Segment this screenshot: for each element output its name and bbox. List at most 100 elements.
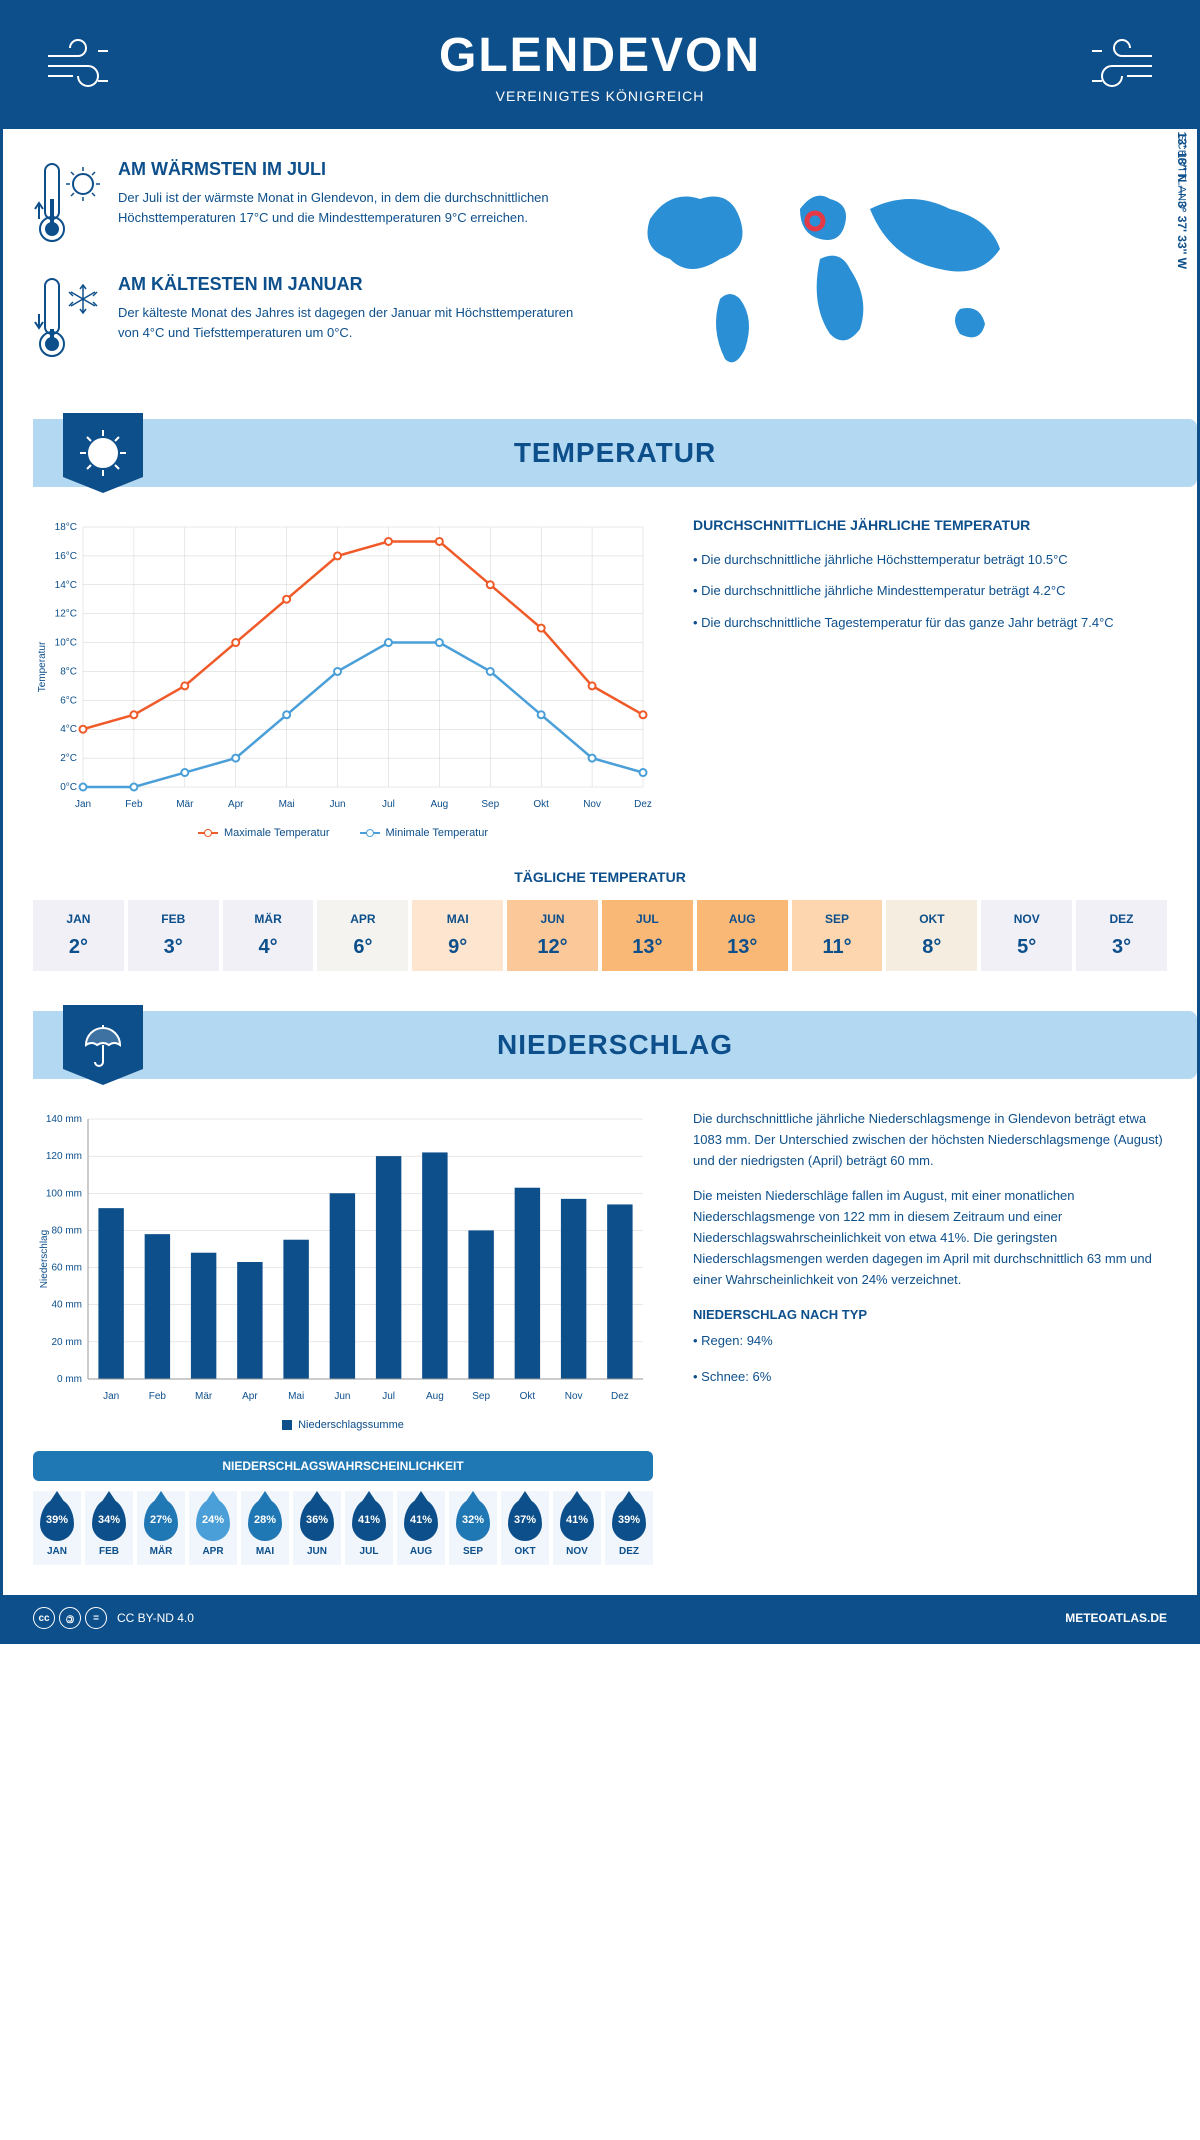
site-name: METEOATLAS.DE: [1065, 1611, 1167, 1625]
svg-text:0°C: 0°C: [60, 782, 77, 793]
svg-text:Jan: Jan: [103, 1391, 119, 1402]
svg-text:Jul: Jul: [382, 799, 395, 810]
svg-text:Mär: Mär: [176, 799, 194, 810]
probability-cell: 39%DEZ: [605, 1491, 653, 1565]
probability-cell: 37%OKT: [501, 1491, 549, 1565]
daily-temp-cell: OKT8°: [886, 900, 977, 971]
thermometer-sun-icon: [33, 159, 103, 249]
probability-title: NIEDERSCHLAGSWAHRSCHEINLICHKEIT: [33, 1451, 653, 1481]
svg-text:140 mm: 140 mm: [46, 1114, 82, 1125]
svg-text:120 mm: 120 mm: [46, 1151, 82, 1162]
legend-precip: Niederschlagssumme: [282, 1419, 404, 1431]
wind-icon: [1077, 36, 1157, 96]
location-title: GLENDEVON: [3, 28, 1197, 83]
svg-text:6°C: 6°C: [60, 695, 77, 706]
probability-cell: 41%NOV: [553, 1491, 601, 1565]
svg-text:80 mm: 80 mm: [51, 1225, 82, 1236]
coldest-heading: AM KÄLTESTEN IM JANUAR: [118, 274, 580, 295]
svg-text:2°C: 2°C: [60, 753, 77, 764]
daily-temp-cell: MAI9°: [412, 900, 503, 971]
svg-text:Okt: Okt: [520, 1391, 536, 1402]
svg-text:0 mm: 0 mm: [57, 1374, 82, 1385]
svg-text:Nov: Nov: [565, 1391, 583, 1402]
temperature-banner: TEMPERATUR: [33, 419, 1197, 487]
svg-text:60 mm: 60 mm: [51, 1263, 82, 1274]
daily-temp-cell: JUL13°: [602, 900, 693, 971]
coldest-body: Der kälteste Monat des Jahres ist dagege…: [118, 303, 580, 342]
svg-text:Sep: Sep: [481, 799, 499, 810]
svg-text:18°C: 18°C: [55, 522, 77, 533]
svg-text:Mär: Mär: [195, 1391, 213, 1402]
precip-para: Die meisten Niederschläge fallen im Augu…: [693, 1186, 1167, 1290]
world-map: SCHOTTLAND 56° 13' 18'' N — 3° 37' 33'' …: [620, 159, 1167, 379]
daily-temp-cell: JAN2°: [33, 900, 124, 971]
precipitation-bar-chart: 0 mm 20 mm 40 mm 60 mm 80 mm 100 mm 120 mm 140 …: [33, 1109, 653, 1409]
svg-text:16°C: 16°C: [55, 551, 77, 562]
temp-bullet: • Die durchschnittliche jährliche Höchst…: [693, 548, 1167, 571]
probability-cell: 24%APR: [189, 1491, 237, 1565]
footer: cc🄯= CC BY-ND 4.0 METEOATLAS.DE: [3, 1595, 1197, 1641]
daily-temp-cell: NOV5°: [981, 900, 1072, 971]
svg-text:Mai: Mai: [279, 799, 295, 810]
svg-text:12°C: 12°C: [55, 609, 77, 620]
legend-min: Minimale Temperatur: [360, 827, 489, 839]
svg-text:Mai: Mai: [288, 1391, 304, 1402]
daily-temp-cell: MÄR4°: [223, 900, 314, 971]
svg-text:Jun: Jun: [334, 1391, 350, 1402]
daily-temp-title: TÄGLICHE TEMPERATUR: [33, 869, 1167, 885]
coordinates: 56° 13' 18'' N — 3° 37' 33'' W: [1175, 110, 1189, 269]
warmest-heading: AM WÄRMSTEN IM JULI: [118, 159, 580, 180]
svg-text:4°C: 4°C: [60, 724, 77, 735]
daily-temp-cell: APR6°: [317, 900, 408, 971]
svg-text:Aug: Aug: [430, 799, 448, 810]
precipitation-banner: NIEDERSCHLAG: [33, 1011, 1197, 1079]
sun-icon: [63, 413, 143, 493]
probability-grid: 39%JAN34%FEB27%MÄR24%APR28%MAI36%JUN41%J…: [33, 1491, 653, 1565]
precip-para: Die durchschnittliche jährliche Niedersc…: [693, 1109, 1167, 1171]
cc-icons: cc🄯=: [33, 1607, 107, 1629]
svg-text:40 mm: 40 mm: [51, 1300, 82, 1311]
probability-cell: 32%SEP: [449, 1491, 497, 1565]
probability-cell: 39%JAN: [33, 1491, 81, 1565]
probability-cell: 28%MAI: [241, 1491, 289, 1565]
svg-text:Okt: Okt: [533, 799, 549, 810]
daily-temp-cell: JUN12°: [507, 900, 598, 971]
svg-text:Jun: Jun: [329, 799, 345, 810]
svg-text:Jan: Jan: [75, 799, 91, 810]
svg-text:Sep: Sep: [472, 1391, 490, 1402]
probability-cell: 36%JUN: [293, 1491, 341, 1565]
svg-text:10°C: 10°C: [55, 638, 77, 649]
wind-icon: [43, 36, 123, 96]
svg-text:Apr: Apr: [228, 799, 244, 810]
warmest-body: Der Juli ist der wärmste Monat in Glende…: [118, 188, 580, 227]
svg-text:100 mm: 100 mm: [46, 1188, 82, 1199]
warmest-block: AM WÄRMSTEN IM JULI Der Juli ist der wär…: [33, 159, 580, 249]
svg-text:Jul: Jul: [382, 1391, 395, 1402]
thermometer-snow-icon: [33, 274, 103, 364]
precip-type: • Schnee: 6%: [693, 1367, 1167, 1388]
daily-temp-grid: JAN2°FEB3°MÄR4°APR6°MAI9°JUN12°JUL13°AUG…: [33, 900, 1167, 971]
coldest-block: AM KÄLTESTEN IM JANUAR Der kälteste Mona…: [33, 274, 580, 364]
svg-text:Nov: Nov: [583, 799, 601, 810]
section-title: TEMPERATUR: [33, 437, 1197, 469]
svg-text:Niederschlag: Niederschlag: [39, 1230, 50, 1288]
svg-text:Dez: Dez: [611, 1391, 629, 1402]
svg-text:Feb: Feb: [149, 1391, 167, 1402]
legend-max: Maximale Temperatur: [198, 827, 330, 839]
temp-bullet: • Die durchschnittliche Tagestemperatur …: [693, 611, 1167, 634]
temperature-line-chart: 0°C2°C4°C6°C8°C10°C12°C14°C16°C18°CJanFe…: [33, 517, 653, 817]
precip-type: • Regen: 94%: [693, 1331, 1167, 1352]
probability-cell: 27%MÄR: [137, 1491, 185, 1565]
daily-temp-cell: AUG13°: [697, 900, 788, 971]
svg-text:Temperatur: Temperatur: [37, 641, 48, 692]
svg-text:8°C: 8°C: [60, 666, 77, 677]
daily-temp-cell: FEB3°: [128, 900, 219, 971]
section-title: NIEDERSCHLAG: [33, 1029, 1197, 1061]
temp-info-heading: DURCHSCHNITTLICHE JÄHRLICHE TEMPERATUR: [693, 517, 1167, 533]
svg-text:Apr: Apr: [242, 1391, 258, 1402]
umbrella-icon: [63, 1005, 143, 1085]
svg-text:20 mm: 20 mm: [51, 1337, 82, 1348]
header-banner: GLENDEVON VEREINIGTES KÖNIGREICH: [3, 3, 1197, 129]
probability-cell: 41%JUL: [345, 1491, 393, 1565]
svg-text:14°C: 14°C: [55, 580, 77, 591]
